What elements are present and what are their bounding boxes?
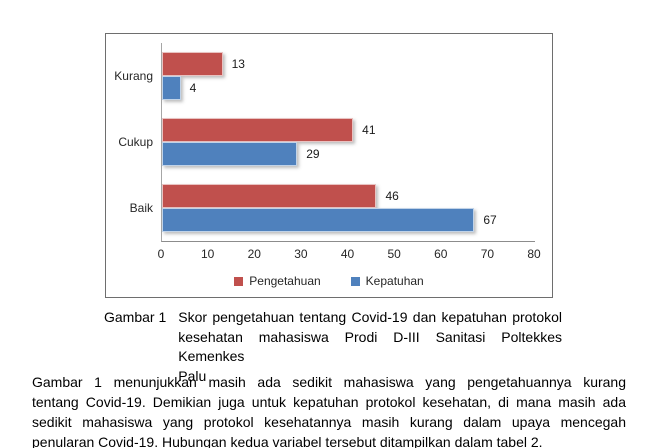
x-tick-label: 80 bbox=[527, 247, 541, 261]
bar-value-label: 46 bbox=[385, 189, 399, 203]
bar-value-label: 13 bbox=[231, 57, 245, 71]
category-label-baik: Baik bbox=[129, 201, 153, 215]
caption-line: kesehatan mahasiswa Prodi D-III Sanitasi… bbox=[178, 328, 562, 365]
paragraph-line: tentang Covid-19. Demikian juga untuk ke… bbox=[32, 394, 626, 410]
legend-item-kepatuhan: Kepatuhan bbox=[350, 274, 424, 288]
bar-kepatuhan-cukup bbox=[162, 142, 298, 166]
bar-group-kurang: 13 4 bbox=[162, 43, 535, 109]
bar-row: 13 bbox=[162, 52, 535, 76]
bar-value-label: 4 bbox=[189, 81, 197, 95]
bar-row: 4 bbox=[162, 76, 535, 100]
category-label-kurang: Kurang bbox=[114, 69, 153, 83]
figure-caption-text: Skor pengetahuan tentang Covid-19 dan ke… bbox=[178, 308, 562, 386]
x-tick-label: 0 bbox=[157, 247, 165, 261]
legend-label: Kepatuhan bbox=[365, 274, 424, 288]
paragraph-line: Gambar 1 menunjukkan masih ada sedikit m… bbox=[32, 374, 626, 390]
bar-pengetahuan-baik bbox=[162, 184, 377, 208]
y-axis-category-labels: Kurang Cukup Baik bbox=[106, 43, 161, 242]
bar-pengetahuan-cukup bbox=[162, 118, 354, 142]
figure-chart: Kurang Cukup Baik 13 4 41 29 46 67 0 10 20 30 40 50 6… bbox=[105, 33, 553, 298]
x-tick-label: 70 bbox=[480, 247, 495, 261]
plot-row: Kurang Cukup Baik 13 4 41 29 46 67 bbox=[106, 43, 535, 242]
body-paragraph: Gambar 1 menunjukkan masih ada sedikit m… bbox=[32, 372, 626, 448]
x-tick-label: 30 bbox=[294, 247, 308, 261]
x-tick-label: 50 bbox=[387, 247, 401, 261]
caption-line: Palu bbox=[178, 367, 207, 384]
x-tick-label: 60 bbox=[434, 247, 448, 261]
paragraph-line: penularan Covid-19. Hubungan kedua varia… bbox=[32, 434, 543, 448]
x-tick-label: 40 bbox=[340, 247, 355, 261]
legend-swatch bbox=[234, 276, 244, 286]
bar-row: 46 bbox=[162, 184, 535, 208]
legend-label: Pengetahuan bbox=[249, 274, 321, 288]
bar-kepatuhan-baik bbox=[162, 208, 475, 232]
category-label-cukup: Cukup bbox=[118, 135, 153, 149]
bar-row: 67 bbox=[162, 208, 535, 232]
bar-row: 41 bbox=[162, 118, 535, 142]
bar-value-label: 41 bbox=[362, 123, 376, 137]
paragraph-line: sedikit mahasiswa yang protokol kesehata… bbox=[32, 414, 626, 430]
figure-caption: Gambar 1 Skor pengetahuan tentang Covid-… bbox=[104, 308, 562, 386]
x-axis-ticks: 0 10 20 30 40 50 60 70 80 bbox=[157, 247, 541, 263]
legend-item-pengetahuan: Pengetahuan bbox=[234, 274, 321, 288]
bar-value-label: 67 bbox=[483, 213, 497, 227]
figure-caption-label: Gambar 1 bbox=[104, 309, 167, 325]
legend-swatch bbox=[350, 276, 360, 286]
bar-pengetahuan-kurang bbox=[162, 52, 223, 76]
bar-group-cukup: 41 29 bbox=[162, 109, 535, 175]
caption-line: Skor pengetahuan tentang Covid-19 dan ke… bbox=[178, 309, 562, 325]
bar-kepatuhan-kurang bbox=[162, 76, 181, 100]
chart-legend: Pengetahuan Kepatuhan bbox=[106, 274, 552, 288]
x-tick-label: 20 bbox=[247, 247, 261, 261]
x-tick-label: 10 bbox=[200, 247, 215, 261]
bar-row: 29 bbox=[162, 142, 535, 166]
bar-value-label: 29 bbox=[306, 147, 320, 161]
plot-area: 13 4 41 29 46 67 bbox=[161, 43, 535, 242]
bar-group-baik: 46 67 bbox=[162, 175, 535, 241]
